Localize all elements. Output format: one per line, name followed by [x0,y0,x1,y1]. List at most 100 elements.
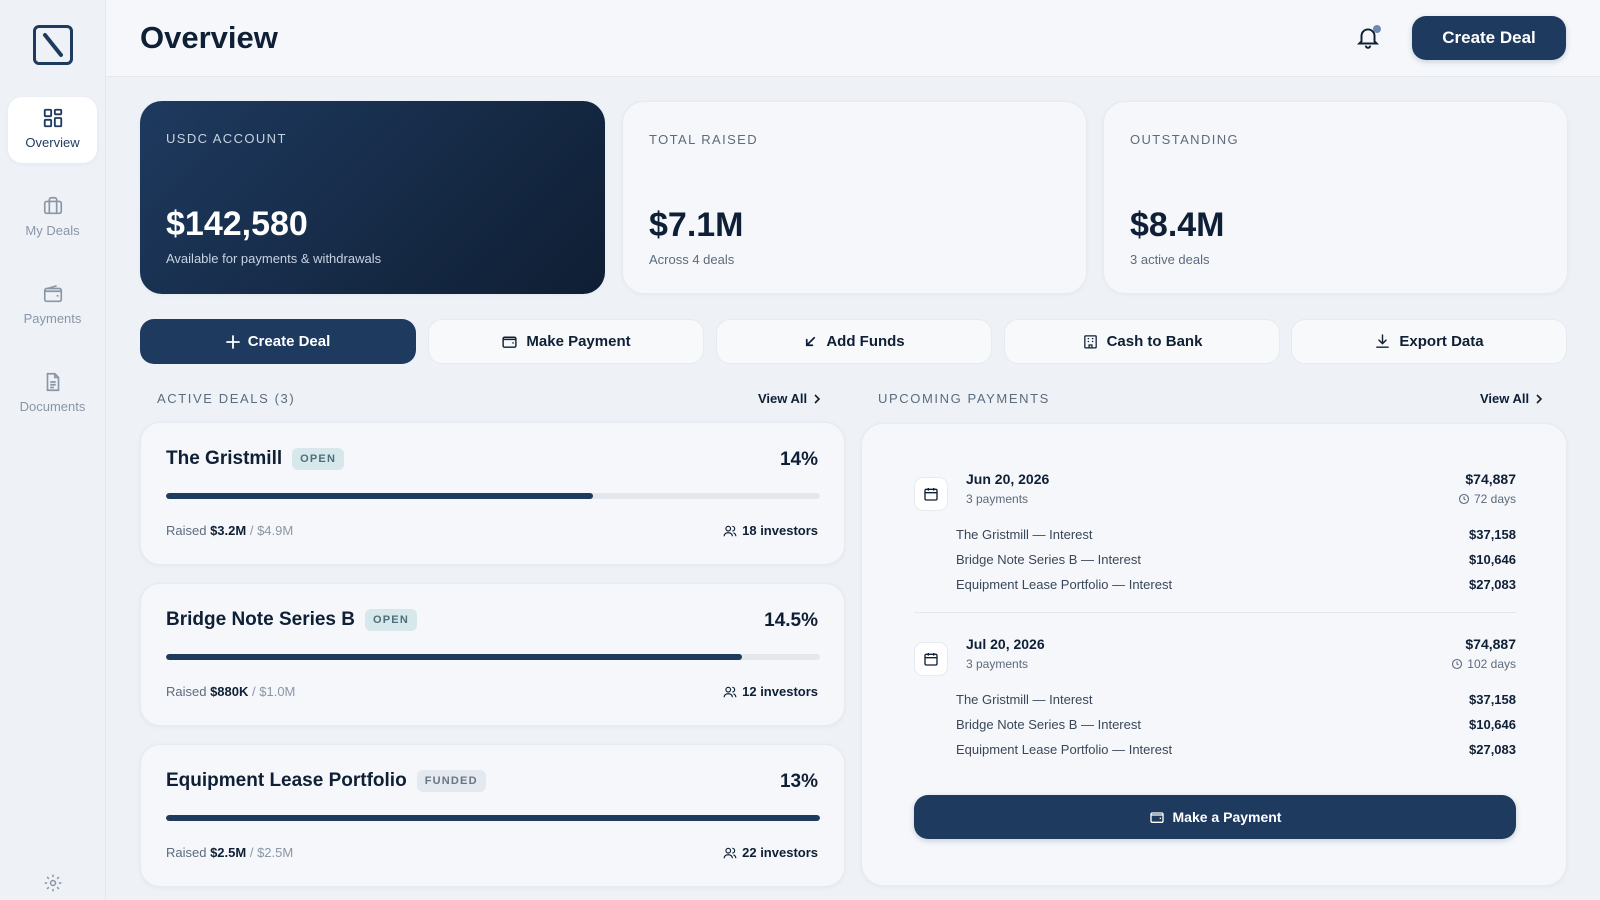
stat-value: $8.4M [1130,206,1225,244]
active-deals-heading: ACTIVE DEALS (3) [157,391,296,406]
deal-card[interactable]: Equipment Lease Portfolio FUNDED 13% Rais… [140,744,845,887]
notification-dot [1373,25,1381,33]
stat-label: OUTSTANDING [1130,132,1240,147]
export-data-button[interactable]: Export Data [1291,319,1567,364]
days-until: 72 days [1473,492,1516,506]
download-icon [1376,334,1390,348]
investor-count: 18 investors [742,523,818,538]
payment-line-amount: $27,083 [1469,577,1516,592]
deal-rate: 13% [779,771,818,792]
investor-count: 12 investors [742,684,818,699]
deal-name: The Gristmill [166,448,283,469]
settings-button[interactable] [43,873,63,898]
bank-icon [1083,335,1097,349]
raised-target: $2.5M [257,845,294,860]
page-title: Overview [140,20,278,55]
payment-line-label: Equipment Lease Portfolio — Interest [956,577,1173,592]
sidebar-item-my-deals[interactable]: My Deals [8,185,97,251]
payment-count: 3 payments [966,657,1029,671]
payment-count: 3 payments [966,492,1029,506]
payment-line-label: Bridge Note Series B — Interest [956,717,1141,732]
deal-raised: Raised $2.5M / $2.5M [166,845,294,860]
bell-icon [1356,28,1380,49]
raised-amount: $3.2M [210,523,247,538]
payment-line: Bridge Note Series B — Interest $10,646 [956,717,1516,732]
clock-icon [1452,658,1463,670]
progress-fill [166,493,594,499]
payment-total: $74,887 [1465,471,1516,487]
clock-icon [1458,493,1470,505]
payment-days: 72 days [1458,492,1516,506]
wallet-icon [502,336,517,348]
payment-line: Bridge Note Series B — Interest $10,646 [956,552,1516,567]
status-badge: OPEN [292,448,345,470]
stat-subtitle: Across 4 deals [649,252,735,267]
sidebar-item-label: Documents [19,399,86,414]
users-icon [723,847,737,858]
calendar-icon [914,642,948,676]
stat-value: $7.1M [649,206,744,244]
outstanding-card: OUTSTANDING $8.4M 3 active deals [1103,101,1568,294]
payment-total: $74,887 [1465,636,1516,652]
progress-bar [166,815,820,821]
grid-icon [43,108,62,128]
payment-line: The Gristmill — Interest $37,158 [956,692,1516,707]
top-header: Overview Create Deal [106,0,1600,77]
payment-line-label: The Gristmill — Interest [956,527,1093,542]
stat-subtitle: Available for payments & withdrawals [166,251,382,266]
progress-fill [166,815,820,821]
payment-line-amount: $37,158 [1469,692,1516,707]
make-a-payment-button[interactable]: Make a Payment [914,795,1516,839]
progress-bar [166,493,820,499]
deal-card[interactable]: Bridge Note Series B OPEN 14.5% Raised $8… [140,583,845,726]
deal-investors: 22 investors [723,845,818,860]
sidebar-item-documents[interactable]: Documents [8,361,97,427]
make-payment-button[interactable]: Make Payment [428,319,704,364]
create-deal-button[interactable]: Create Deal [140,319,416,364]
progress-bar [166,654,820,660]
app-logo[interactable] [33,25,73,65]
view-all-deals-link[interactable]: View All [758,391,821,406]
payment-days: 102 days [1451,657,1516,671]
raised-amount: $880K [210,684,249,699]
sidebar-item-payments[interactable]: Payments [8,273,97,339]
sidebar-item-label: Payments [23,311,82,326]
stat-subtitle: 3 active deals [1130,252,1210,267]
sidebar: Overview My Deals Payments Documents [0,0,106,900]
view-all-payments-link[interactable]: View All [1480,391,1543,406]
view-all-label: View All [1480,391,1530,406]
sidebar-item-label: My Deals [25,223,80,238]
chevron-right-icon [814,393,821,404]
divider [914,612,1516,613]
action-label: Cash to Bank [1106,333,1203,350]
wallet-icon [43,284,62,303]
deal-raised: Raised $880K / $1.0M [166,684,296,699]
sidebar-item-overview[interactable]: Overview [8,97,97,163]
deal-raised: Raised $3.2M / $4.9M [166,523,294,538]
upcoming-payments-heading: UPCOMING PAYMENTS [878,391,1050,406]
sidebar-item-label: Overview [25,135,80,150]
deal-card[interactable]: The Gristmill OPEN 14% Raised $3.2M / $4.… [140,422,845,565]
plus-icon [225,334,240,349]
payment-line-amount: $10,646 [1469,552,1516,567]
users-icon [723,686,737,697]
cash-to-bank-button[interactable]: Cash to Bank [1004,319,1280,364]
add-funds-button[interactable]: Add Funds [716,319,992,364]
deal-name: Bridge Note Series B [166,609,355,630]
view-all-label: View All [758,391,808,406]
notifications-button[interactable] [1355,24,1383,52]
make-payment-label: Make a Payment [1172,809,1282,825]
deal-rate: 14% [779,449,818,470]
days-until: 102 days [1467,657,1516,671]
arrow-down-left-icon [806,336,816,347]
raised-target: $4.9M [257,523,294,538]
stat-value: $142,580 [166,205,308,243]
status-badge: OPEN [365,609,417,631]
usdc-account-card: USDC ACCOUNT $142,580 Available for paym… [140,101,605,294]
payment-line-amount: $37,158 [1469,527,1516,542]
users-icon [723,525,737,536]
create-deal-header-button[interactable]: Create Deal [1412,16,1566,60]
stat-label: USDC ACCOUNT [166,131,287,146]
payment-line: The Gristmill — Interest $37,158 [956,527,1516,542]
payment-line-label: Bridge Note Series B — Interest [956,552,1141,567]
